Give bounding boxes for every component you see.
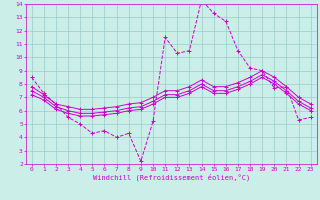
X-axis label: Windchill (Refroidissement éolien,°C): Windchill (Refroidissement éolien,°C)	[92, 173, 250, 181]
